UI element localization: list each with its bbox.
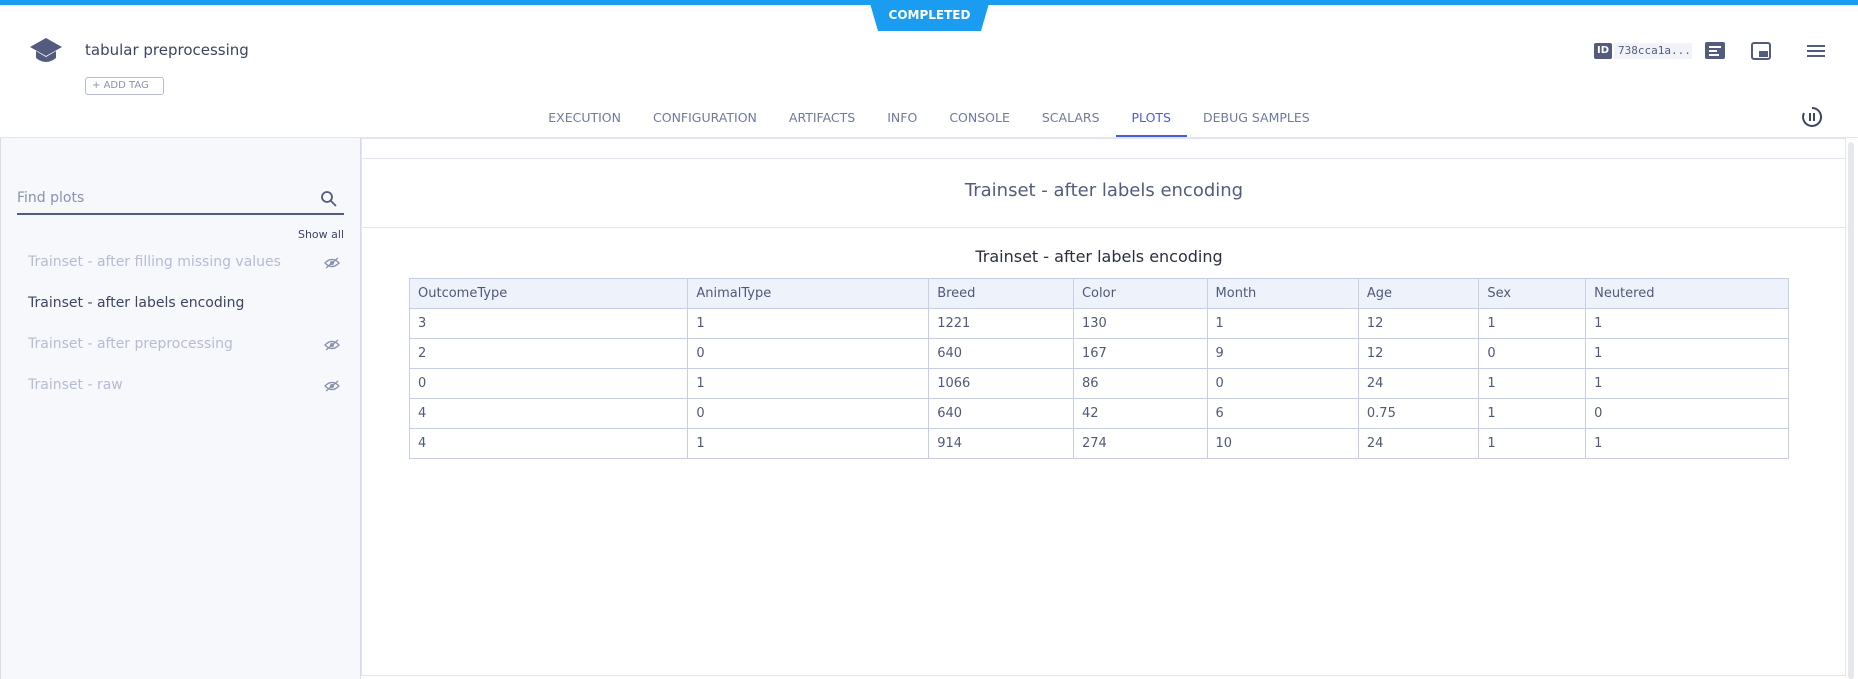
table-cell: 1 xyxy=(687,308,930,339)
table-cell: 1 xyxy=(1585,368,1789,399)
hidden-icon[interactable] xyxy=(324,339,340,351)
table-cell: 1221 xyxy=(928,308,1074,339)
table-cell: 1 xyxy=(1206,308,1359,339)
scrollbar[interactable] xyxy=(1848,142,1854,679)
table-cell: 1066 xyxy=(928,368,1074,399)
divider xyxy=(0,137,1858,138)
table-cell: 130 xyxy=(1072,308,1208,339)
show-all[interactable]: Show all xyxy=(297,228,344,241)
column-header: Sex xyxy=(1478,278,1587,309)
column-header: Breed xyxy=(928,278,1074,309)
table-cell: 1 xyxy=(1585,338,1789,369)
layout-icon[interactable] xyxy=(1750,41,1772,61)
logo xyxy=(30,38,62,62)
table-cell: 0 xyxy=(1478,338,1587,369)
table-cell: 6 xyxy=(1206,398,1359,429)
search-icon[interactable] xyxy=(320,190,338,208)
hidden-icon[interactable] xyxy=(324,380,340,392)
column-header: OutcomeType xyxy=(408,278,689,309)
info-icon[interactable] xyxy=(1704,41,1726,61)
table-cell: 640 xyxy=(928,398,1074,429)
table-cell: 3 xyxy=(408,308,689,339)
table-cell: 10 xyxy=(1206,428,1359,459)
table-cell: 0 xyxy=(1206,368,1359,399)
table-cell: 1 xyxy=(1478,368,1587,399)
table-row: 4 1 914 274 10 24 1 1 xyxy=(408,428,1789,459)
data-table: OutcomeType AnimalType Breed Color Month Age S… xyxy=(408,278,1789,459)
table-cell: 274 xyxy=(1072,428,1208,459)
header-row: OutcomeType AnimalType Breed Color Month Age S… xyxy=(408,278,1789,309)
table-body: 3 1 1221 130 1 12 1 1 2 0 640 167 9 12 0 1 0 1 1066 86 0 24 1 1… xyxy=(408,308,1789,459)
table-cell: 1 xyxy=(1478,428,1587,459)
table-cell: 1 xyxy=(1478,398,1587,429)
table-cell: 1 xyxy=(687,428,930,459)
table-row: 3 1 1221 130 1 12 1 1 xyxy=(408,308,1789,339)
table-cell: 12 xyxy=(1357,338,1480,369)
table-cell: 9 xyxy=(1206,338,1359,369)
search-input[interactable]: Find plots xyxy=(17,187,344,215)
id-badge: ID xyxy=(1594,43,1612,59)
table-cell: 42 xyxy=(1072,398,1208,429)
table-cell: 86 xyxy=(1072,368,1208,399)
table-cell: 1 xyxy=(1478,308,1587,339)
table-cell: 0 xyxy=(408,368,689,399)
table-cell: 914 xyxy=(928,428,1074,459)
hidden-icon[interactable] xyxy=(324,257,340,269)
plot-area xyxy=(361,138,1846,676)
table-cell: 1 xyxy=(687,368,930,399)
table-cell: 1 xyxy=(1585,308,1789,339)
table-cell: 640 xyxy=(928,338,1074,369)
table-row: 0 1 1066 86 0 24 1 1 xyxy=(408,368,1789,399)
experiment-title: tabular preprocessing xyxy=(85,41,249,59)
table-cell: 4 xyxy=(408,428,689,459)
table-cell: 4 xyxy=(408,398,689,429)
table-cell: 0 xyxy=(687,338,930,369)
table-cell: 24 xyxy=(1357,428,1480,459)
plot-item[interactable]: Trainset - after preprocessing xyxy=(28,336,233,352)
status-text: COMPLETED xyxy=(888,8,971,22)
search-placeholder: Find plots xyxy=(17,190,85,206)
table-cell: 1 xyxy=(1585,428,1789,459)
menu-icon[interactable] xyxy=(1805,42,1827,60)
plot-item[interactable]: Trainset - raw xyxy=(28,377,123,393)
status-badge xyxy=(869,0,990,31)
tab[interactable]: SCALARS xyxy=(1041,110,1100,125)
sidebar xyxy=(0,138,361,679)
tab[interactable]: CONFIGURATION xyxy=(653,110,757,125)
table-cell: 24 xyxy=(1357,368,1480,399)
tab[interactable]: INFO xyxy=(887,110,918,125)
table-cell: 0.75 xyxy=(1357,398,1480,429)
column-header: AnimalType xyxy=(687,278,930,309)
auto-refresh-icon[interactable] xyxy=(1801,106,1823,128)
table-cell: 167 xyxy=(1072,338,1208,369)
column-header: Age xyxy=(1357,278,1480,309)
add-tag-label[interactable]: ADD TAG xyxy=(103,80,149,91)
tabs: EXECUTION CONFIGURATION ARTIFACTS INFO CONSO… xyxy=(0,106,1858,137)
add-tag[interactable]: + ADD TAG xyxy=(85,77,164,95)
tab[interactable]: DEBUG SAMPLES xyxy=(1202,110,1310,125)
table-title: Trainset - after labels encoding xyxy=(975,247,1223,266)
tab[interactable]: ARTIFACTS xyxy=(788,110,856,125)
table-cell: 0 xyxy=(687,398,930,429)
column-header: Neutered xyxy=(1585,278,1789,309)
panel-title: Trainset - after labels encoding xyxy=(964,180,1244,201)
plot-item[interactable]: Trainset - after filling missing values xyxy=(28,254,281,270)
table-row: 2 0 640 167 9 12 0 1 xyxy=(408,338,1789,369)
panel-header xyxy=(362,158,1846,228)
column-header: Color xyxy=(1072,278,1208,309)
table-cell: 0 xyxy=(1585,398,1789,429)
column-header: Month xyxy=(1206,278,1359,309)
table-row: 4 0 640 42 6 0.75 1 0 xyxy=(408,398,1789,429)
tab[interactable]: EXECUTION xyxy=(548,110,621,125)
table-cell: 2 xyxy=(408,338,689,369)
tab[interactable]: CONSOLE xyxy=(949,110,1010,125)
tab[interactable]: PLOTS xyxy=(1115,106,1187,137)
table-cell: 12 xyxy=(1357,308,1480,339)
id-value[interactable]: 738cca1a... xyxy=(1614,43,1692,59)
plot-item[interactable]: Trainset - after labels encoding xyxy=(28,295,245,311)
